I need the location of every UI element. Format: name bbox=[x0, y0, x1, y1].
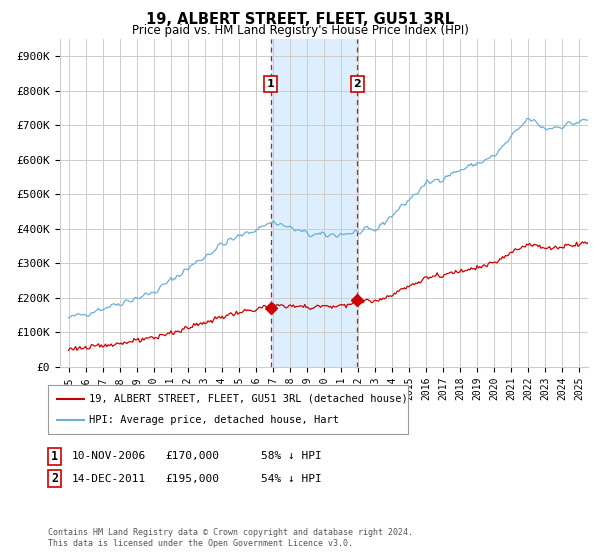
Text: 2: 2 bbox=[51, 472, 58, 486]
Text: 54% ↓ HPI: 54% ↓ HPI bbox=[261, 474, 322, 484]
Text: 1: 1 bbox=[51, 450, 58, 463]
Text: 58% ↓ HPI: 58% ↓ HPI bbox=[261, 451, 322, 461]
Text: Price paid vs. HM Land Registry's House Price Index (HPI): Price paid vs. HM Land Registry's House … bbox=[131, 24, 469, 37]
Bar bbox=[271, 39, 357, 367]
Text: 2: 2 bbox=[353, 79, 361, 89]
Text: £195,000: £195,000 bbox=[165, 474, 219, 484]
Text: 14-DEC-2011: 14-DEC-2011 bbox=[72, 474, 146, 484]
Text: 19, ALBERT STREET, FLEET, GU51 3RL (detached house): 19, ALBERT STREET, FLEET, GU51 3RL (deta… bbox=[89, 394, 407, 404]
Text: 19, ALBERT STREET, FLEET, GU51 3RL: 19, ALBERT STREET, FLEET, GU51 3RL bbox=[146, 12, 454, 27]
Text: HPI: Average price, detached house, Hart: HPI: Average price, detached house, Hart bbox=[89, 415, 339, 425]
Text: 10-NOV-2006: 10-NOV-2006 bbox=[72, 451, 146, 461]
Text: £170,000: £170,000 bbox=[165, 451, 219, 461]
Text: 1: 1 bbox=[266, 79, 274, 89]
Text: Contains HM Land Registry data © Crown copyright and database right 2024.
This d: Contains HM Land Registry data © Crown c… bbox=[48, 528, 413, 548]
